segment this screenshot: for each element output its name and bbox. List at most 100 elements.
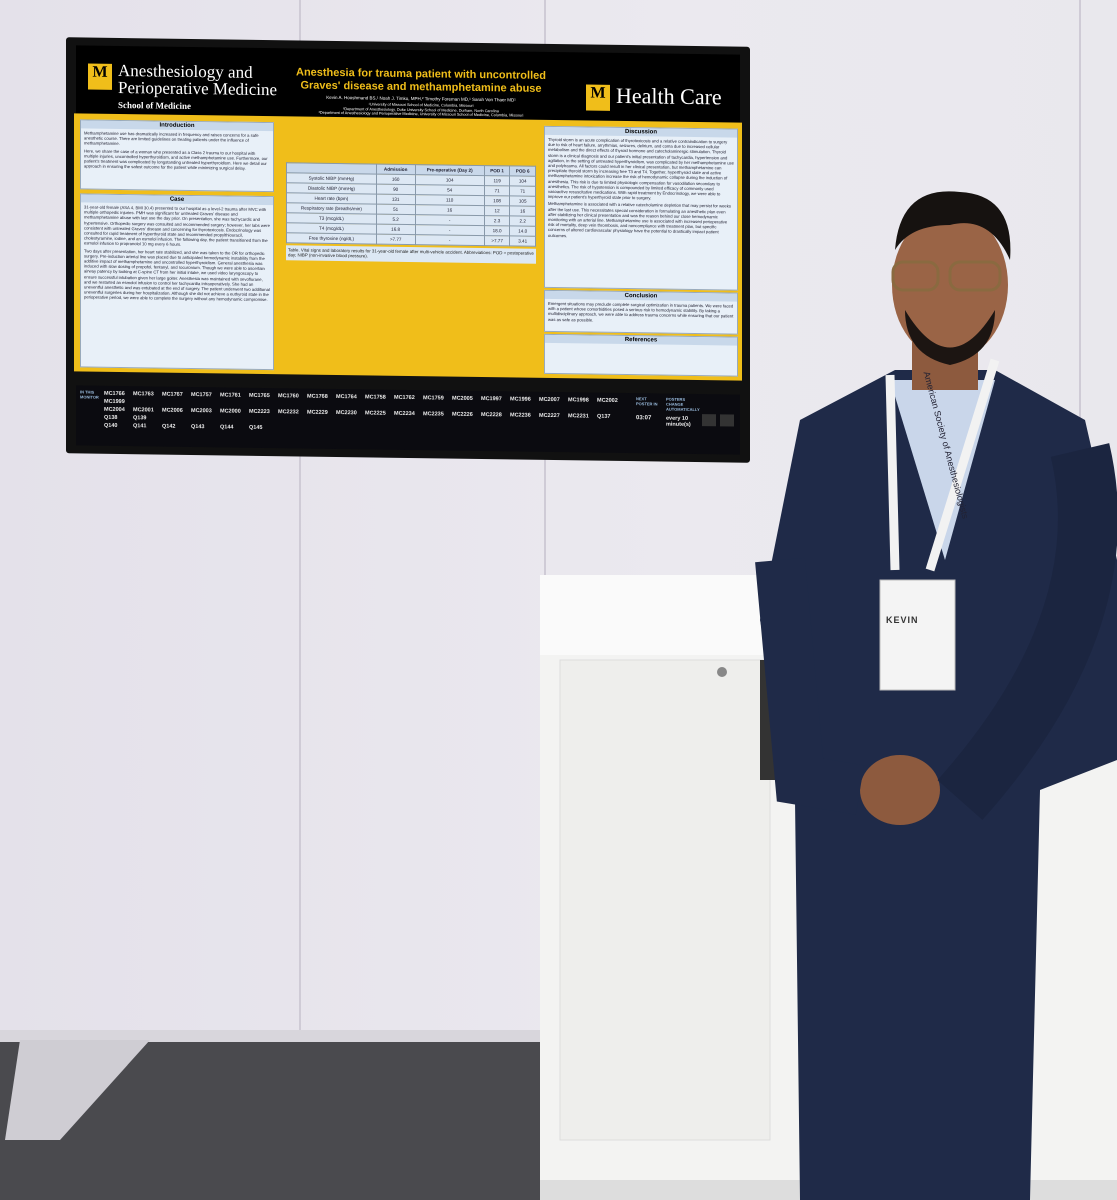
poster-code[interactable]: MC2236 [510, 412, 531, 419]
discussion: Discussion Thyroid storm is an acute com… [544, 125, 738, 291]
poster-code[interactable]: MC2229 [307, 409, 328, 416]
header-cell: POD 6 [509, 165, 536, 177]
table-cell: 2.2 [509, 215, 536, 227]
poster-code[interactable]: MC2000 [220, 408, 241, 415]
monitor-bar: IN THIS MONITOR MC1766 MC1763 MC1767 MC1757… [76, 385, 740, 455]
poster-code[interactable]: MC1761 [220, 392, 241, 399]
poster-code[interactable]: Q141 [133, 423, 147, 430]
poster-code[interactable]: MC2007 [539, 396, 560, 404]
table-cell: Free thyroxine (ng/dL) [286, 232, 377, 245]
poster-body: Introduction Methamphetamine use has dra… [74, 113, 742, 381]
badge-name: KEVIN [886, 615, 919, 625]
poster-code[interactable]: MC2232 [278, 409, 299, 416]
poster-code[interactable]: MC2225 [365, 410, 386, 417]
table-cell: 18.0 [484, 225, 510, 236]
poster-code[interactable]: MC2005 [452, 395, 473, 402]
poster-code[interactable]: MC1768 [307, 393, 328, 400]
table-cell: 71 [484, 185, 510, 196]
poster-code[interactable]: Q137 [597, 413, 611, 420]
button[interactable] [702, 414, 716, 427]
school: School of Medicine [118, 99, 191, 111]
poster-code[interactable]: MC2235 [423, 411, 444, 418]
poster-code[interactable]: MC2230 [336, 409, 357, 417]
table-caption: Table. Vital signs and laboratory result… [286, 245, 536, 264]
section-heading: References [545, 334, 737, 346]
button[interactable] [720, 414, 734, 427]
mu-logo: M [88, 63, 112, 90]
poster-code[interactable]: MC2228 [481, 412, 502, 419]
header-cell: POD 1 [484, 165, 510, 176]
table-cell: 5.2 [376, 214, 416, 225]
health-care: Health Care [616, 82, 722, 110]
poster-code[interactable]: Q139 [133, 415, 147, 422]
poster-code[interactable]: MC2227 [539, 412, 560, 420]
mu-logo: M [586, 84, 610, 111]
table-cell: 3.41 [509, 235, 536, 247]
poster-code[interactable]: MC1757 [191, 391, 212, 399]
poster-code[interactable]: MC2223 [249, 408, 270, 416]
introduction: Introduction Methamphetamine use has dra… [80, 119, 274, 193]
poster-code[interactable]: MC1765 [249, 392, 270, 400]
vitals-table: Admission Pre-operative (Day 2) POD 1 POD 6… [286, 162, 536, 247]
poster-code[interactable]: MC2002 [597, 397, 618, 404]
poster-code[interactable]: MC1762 [394, 394, 415, 402]
poster-code[interactable]: MC2006 [162, 407, 183, 414]
department: Anesthesiology and Perioperative Medicin… [118, 60, 278, 100]
poster-code[interactable]: MC1760 [278, 393, 299, 400]
table-cell: 51 [376, 204, 416, 215]
table-cell: 71 [509, 185, 536, 197]
poster-code[interactable]: MC2001 [133, 407, 154, 414]
poster-code[interactable]: Q145 [249, 424, 263, 431]
table-cell: 119 [484, 175, 510, 186]
monitor: M Anesthesiology and Perioperative Medic… [66, 37, 750, 463]
poster-header: M Anesthesiology and Perioperative Medic… [76, 45, 740, 125]
table-cell: >7.77 [484, 235, 510, 246]
poster-code[interactable]: Q142 [162, 423, 176, 430]
change-label: POSTERS CHANGE AUTOMATICALLY [666, 396, 700, 413]
table-cell: 14.0 [509, 225, 536, 237]
paragraph: Methamphetamine use has dramatically inc… [84, 130, 259, 147]
section-heading: Introduction [81, 120, 273, 132]
poster-code[interactable]: MC1767 [162, 391, 183, 398]
poster-code[interactable]: MC1766 [104, 390, 125, 398]
poster-code[interactable]: MC1758 [365, 394, 386, 401]
table-cell: 108 [484, 195, 510, 206]
poster-code[interactable]: Q143 [191, 423, 205, 431]
poster-code[interactable]: MC1764 [336, 393, 357, 401]
poster-code[interactable]: MC1763 [133, 391, 154, 398]
poster-code[interactable]: MC1997 [481, 396, 502, 403]
poster-code[interactable]: MC1996 [510, 396, 531, 403]
poster-code[interactable]: MC2231 [568, 413, 589, 420]
section-heading: Discussion [545, 126, 737, 138]
poster-code[interactable]: MC2226 [452, 411, 473, 418]
table-area: Admission Pre-operative (Day 2) POD 1 POD 6… [286, 162, 536, 264]
next-label: NEXT POSTER IN [636, 396, 658, 407]
paragraph: Here, we share the case of a woman who p… [84, 148, 268, 171]
table-cell: >7.77 [376, 234, 416, 245]
table-cell: 131 [376, 194, 416, 205]
monitor-label: IN THIS MONITOR [80, 389, 99, 400]
poster-code[interactable]: MC1759 [423, 395, 444, 402]
conclusion: Conclusion Emergent situations may precl… [544, 289, 738, 335]
table-cell: 16.8 [376, 224, 416, 235]
poster-code[interactable]: Q140 [104, 422, 118, 429]
paragraph: Emergent situations may preclude complet… [548, 300, 734, 323]
poster-code[interactable]: MC1998 [568, 397, 589, 404]
poster-code[interactable]: MC2004 [104, 406, 125, 414]
poster-code[interactable]: MC2234 [394, 410, 415, 418]
table-cell: 90 [376, 184, 416, 195]
paragraph: Methamphetamine is associated with a rel… [548, 201, 731, 238]
poster-code[interactable]: Q144 [220, 424, 234, 431]
section-heading: Conclusion [545, 290, 737, 302]
table-cell: 2.3 [484, 215, 510, 226]
table-row: Free thyroxine (ng/dL) >7.77- >7.77 3.41 [286, 232, 536, 247]
poster-codes: MC1766 MC1763 MC1767 MC1757 MC1761 MC1765 MC17… [102, 390, 632, 437]
poster-code[interactable]: Q138 [104, 414, 118, 421]
poster-code[interactable]: MC2003 [191, 407, 212, 415]
table-cell: 12 [484, 205, 510, 216]
table-cell: 160 [376, 174, 416, 185]
poster-code[interactable]: MC1999 [104, 398, 125, 406]
references: References [544, 333, 738, 377]
